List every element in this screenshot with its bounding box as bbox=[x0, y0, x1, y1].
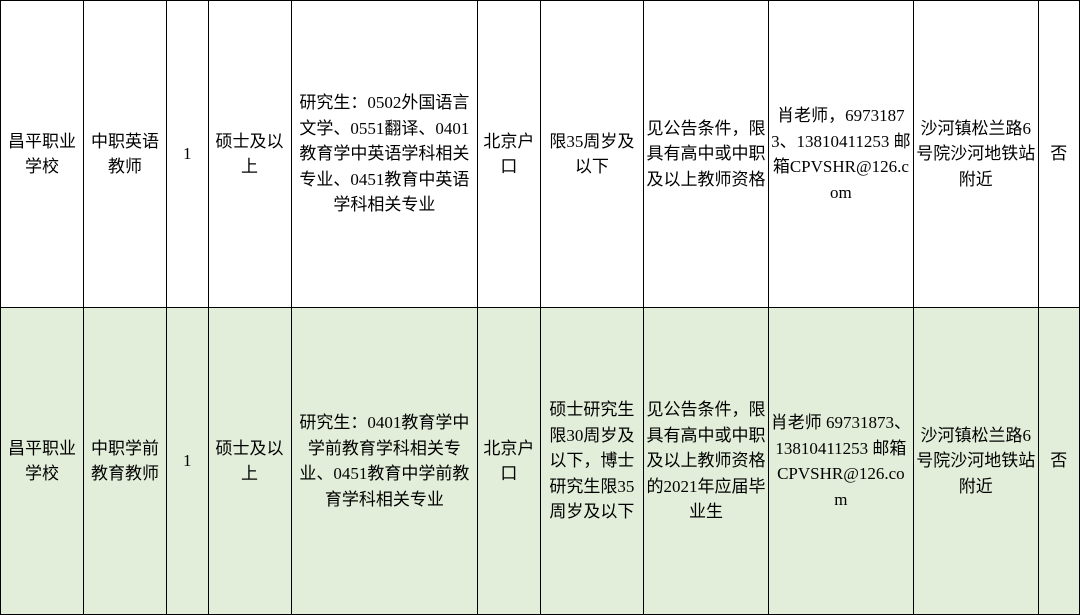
cell-hukou: 北京户口 bbox=[478, 1, 540, 308]
cell-major: 研究生：0401教育学中学前教育学科相关专业、0451教育中学前教育学科相关专业 bbox=[291, 308, 478, 615]
cell-flag: 否 bbox=[1038, 1, 1080, 308]
cell-age: 限35周岁及以下 bbox=[540, 1, 644, 308]
cell-age: 硕士研究生限30周岁及以下，博士研究生限35周岁及以下 bbox=[540, 308, 644, 615]
cell-count: 1 bbox=[167, 308, 209, 615]
cell-count: 1 bbox=[167, 1, 209, 308]
recruitment-table: 昌平职业学校 中职英语教师 1 硕士及以上 研究生：0502外国语言文学、055… bbox=[0, 0, 1080, 615]
cell-school: 昌平职业学校 bbox=[1, 1, 84, 308]
table-row: 昌平职业学校 中职英语教师 1 硕士及以上 研究生：0502外国语言文学、055… bbox=[1, 1, 1080, 308]
cell-school: 昌平职业学校 bbox=[1, 308, 84, 615]
cell-degree: 硕士及以上 bbox=[208, 308, 291, 615]
cell-contact: 肖老师，69731873、13810411253 邮箱CPVSHR@126.co… bbox=[768, 1, 913, 308]
cell-requirement: 见公告条件，限具有高中或中职及以上教师资格的2021年应届毕业生 bbox=[644, 308, 769, 615]
cell-requirement: 见公告条件，限具有高中或中职及以上教师资格 bbox=[644, 1, 769, 308]
cell-major: 研究生：0502外国语言文学、0551翻译、0401教育学中英语学科相关专业、0… bbox=[291, 1, 478, 308]
cell-position: 中职学前教育教师 bbox=[84, 308, 167, 615]
table-row: 昌平职业学校 中职学前教育教师 1 硕士及以上 研究生：0401教育学中学前教育… bbox=[1, 308, 1080, 615]
cell-flag: 否 bbox=[1038, 308, 1080, 615]
cell-hukou: 北京户口 bbox=[478, 308, 540, 615]
cell-address: 沙河镇松兰路6号院沙河地铁站附近 bbox=[914, 1, 1039, 308]
cell-address: 沙河镇松兰路6号院沙河地铁站附近 bbox=[914, 308, 1039, 615]
cell-position: 中职英语教师 bbox=[84, 1, 167, 308]
table-body: 昌平职业学校 中职英语教师 1 硕士及以上 研究生：0502外国语言文学、055… bbox=[1, 1, 1080, 615]
cell-contact: 肖老师 69731873、13810411253 邮箱CPVSHR@126.co… bbox=[768, 308, 913, 615]
cell-degree: 硕士及以上 bbox=[208, 1, 291, 308]
